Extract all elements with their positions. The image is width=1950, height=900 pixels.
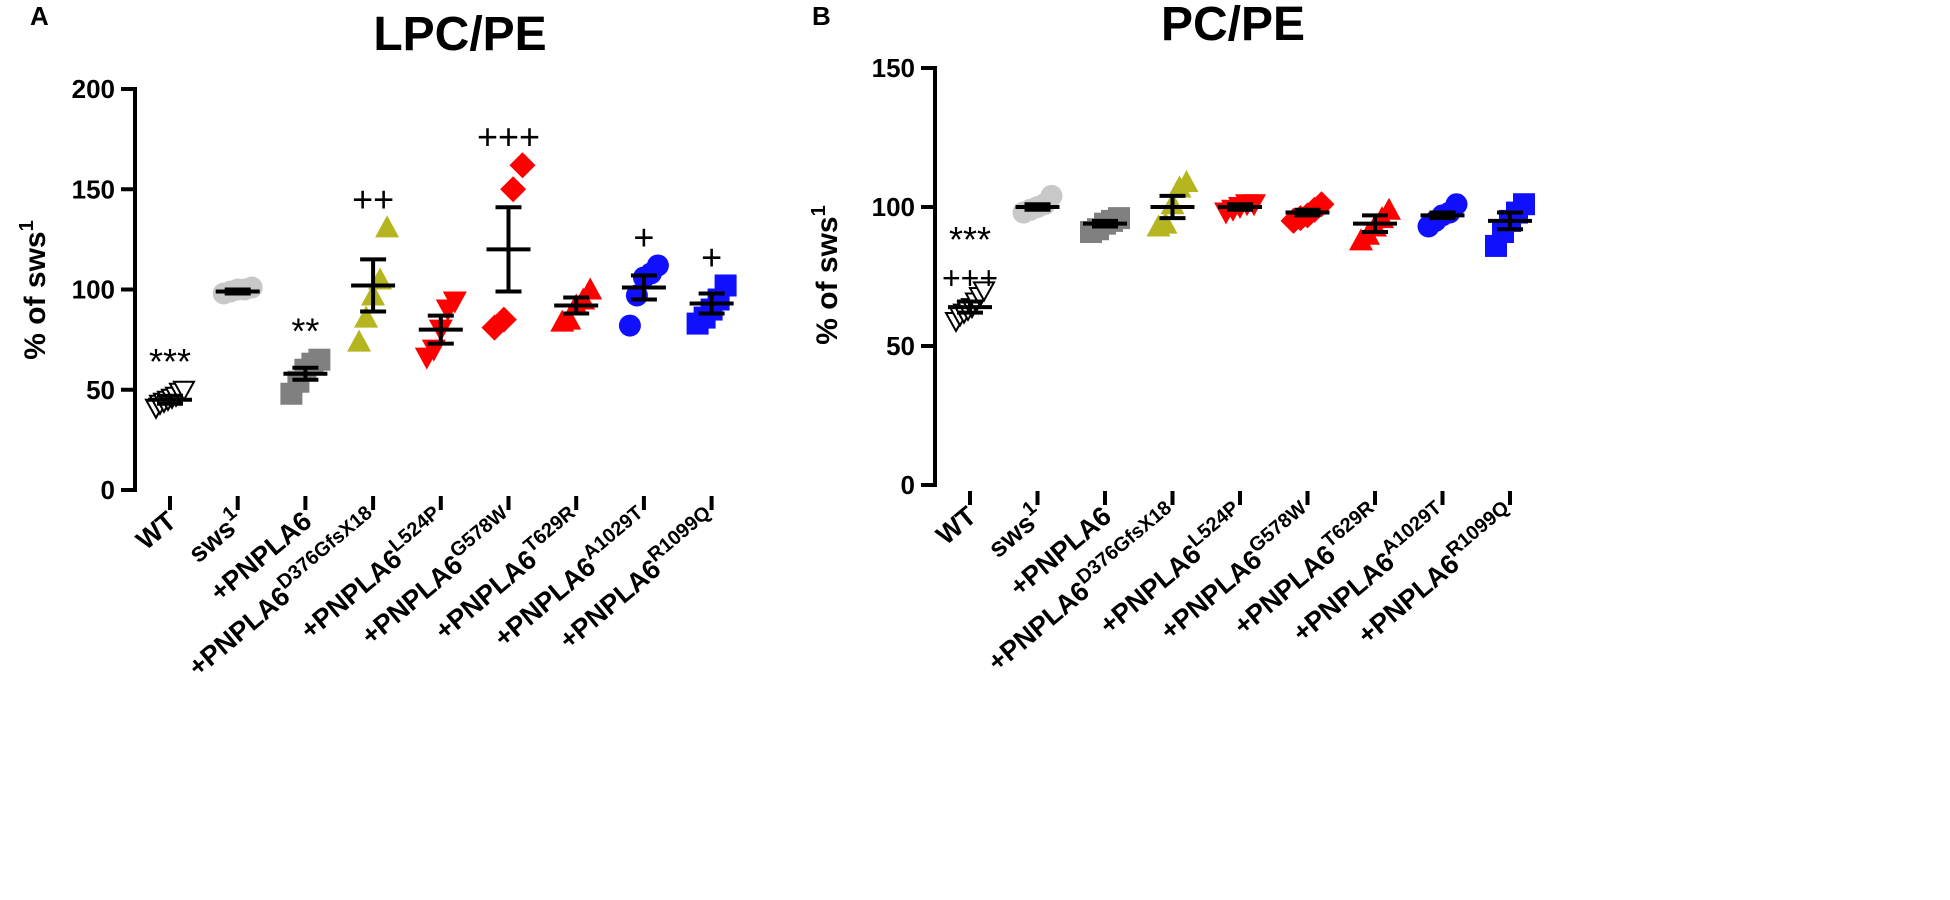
data-point <box>1513 193 1535 216</box>
data-point <box>1445 193 1468 216</box>
data-point <box>490 306 517 333</box>
y-tick-label: 200 <box>72 74 115 104</box>
data-point <box>1153 211 1178 234</box>
x-tick-label: WT <box>930 500 982 550</box>
data-point <box>347 329 372 352</box>
y-tick-label: 50 <box>86 375 115 405</box>
y-tick-label: 150 <box>72 174 115 204</box>
data-point <box>646 254 669 277</box>
panel-a: A LPC/PE 0 50 100 150 200 % of sws1 *** WT sws1 ** +… <box>16 1 737 682</box>
significance-annotation: ++ <box>352 178 394 219</box>
x-tick-label-main: +PNPLA6 <box>982 576 1095 678</box>
group-1: sws1 <box>183 276 263 569</box>
data-point <box>1174 169 1199 192</box>
x-tick-label-superscript: R1099Q <box>644 502 715 567</box>
x-tick-label-main: +PNPLA6 <box>183 581 296 683</box>
y-tick-label: 100 <box>872 192 915 222</box>
chart-title: PC/PE <box>1161 0 1305 51</box>
x-tick-label-superscript: G578W <box>446 502 512 563</box>
x-tick-label-superscript: L524P <box>1184 497 1243 552</box>
x-tick-label-main: WT <box>930 500 982 550</box>
chart-title: LPC/PE <box>373 8 546 61</box>
significance-annotation: *** <box>949 219 991 260</box>
significance-annotation: + <box>633 216 654 257</box>
y-tick-label: 0 <box>901 470 915 500</box>
group-1: sws1 <box>982 184 1063 564</box>
y-axis-label-superscript: 1 <box>16 220 38 231</box>
x-tick-label: WT <box>130 505 182 555</box>
data-point <box>578 277 603 300</box>
x-tick-label-superscript: R1099Q <box>1442 497 1513 562</box>
panel-label: B <box>812 1 831 31</box>
panel-label: A <box>30 1 49 31</box>
y-tick-label: 150 <box>872 53 915 83</box>
data-point <box>1040 184 1063 207</box>
data-point <box>557 307 582 330</box>
y-axis-label: % of sws1 <box>808 205 844 345</box>
group-3: +PNPLA6D376GfsX18 <box>982 169 1199 678</box>
group-0: *** WT <box>130 341 196 556</box>
data-point <box>308 348 331 371</box>
significance-annotation: *** <box>149 341 191 382</box>
group-3: +++PNPLA6D376GfsX18 <box>183 178 400 683</box>
data-point <box>500 176 527 203</box>
y-tick-label: 100 <box>72 275 115 305</box>
x-tick-label-main: WT <box>130 505 182 555</box>
x-tick-label-superscript: A1029T <box>1377 497 1446 560</box>
significance-annotation-2: +++ <box>942 260 998 296</box>
x-tick-label-superscript: T629R <box>520 501 581 557</box>
group-0: ***+++ WT <box>930 219 998 551</box>
x-tick-label-superscript: G578W <box>1245 497 1311 558</box>
y-tick-label: 0 <box>101 475 115 505</box>
x-tick-label-superscript: A1029T <box>579 502 648 565</box>
significance-annotation: ** <box>291 311 319 352</box>
significance-annotation: + <box>701 236 722 277</box>
x-tick-label-superscript: T629R <box>1318 496 1379 552</box>
data-point <box>972 281 996 303</box>
data-point <box>442 291 467 314</box>
y-axis-label: % of sws1 <box>16 220 52 360</box>
y-tick-label: 50 <box>886 331 915 361</box>
data-point <box>509 152 536 179</box>
data-point <box>354 305 379 328</box>
x-tick-label-superscript: L524P <box>385 502 444 557</box>
data-point <box>618 314 641 337</box>
data-point <box>172 380 196 402</box>
y-axis-label-superscript: 1 <box>808 205 830 216</box>
data-point <box>375 215 400 238</box>
data-point <box>714 274 737 297</box>
significance-annotation: +++ <box>477 116 540 157</box>
